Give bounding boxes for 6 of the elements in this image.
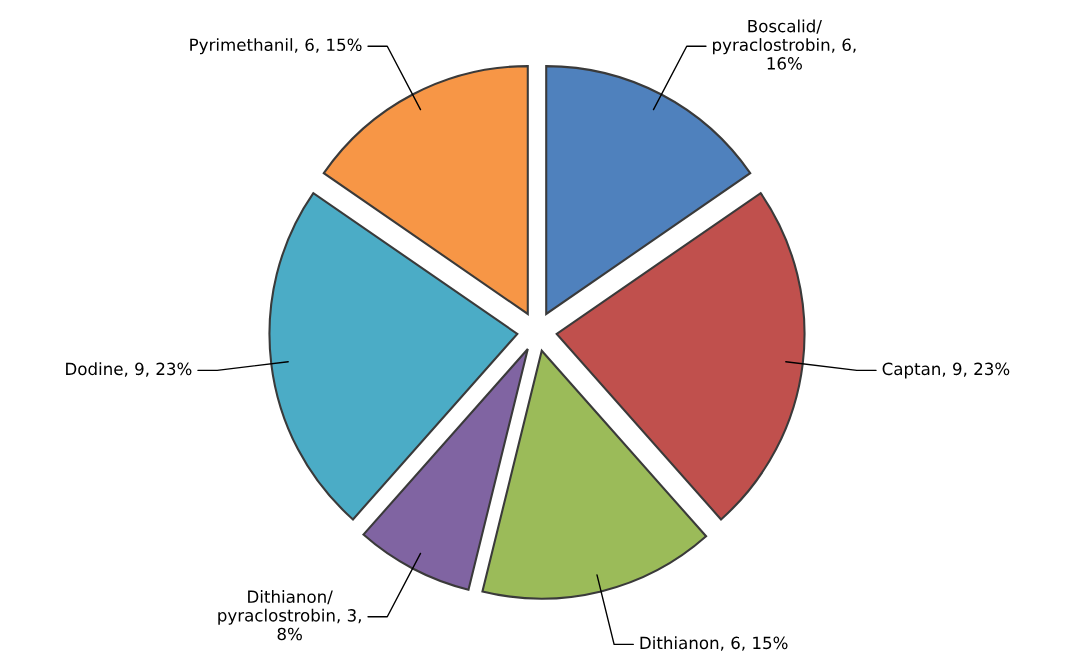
slice-label: Dithianon, 6, 15% [640,636,788,651]
slice-label: Dithianon/pyraclostrobin, 3, 8% [218,590,361,641]
slice-label: Captan, 9, 23% [882,362,1010,379]
slice-label: Boscalid/pyraclostrobin, 6, 16% [713,19,856,70]
slice-label: Dodine, 9, 23% [66,362,192,377]
slice-label: Pyrimethanil, 6, 15% [190,38,362,55]
